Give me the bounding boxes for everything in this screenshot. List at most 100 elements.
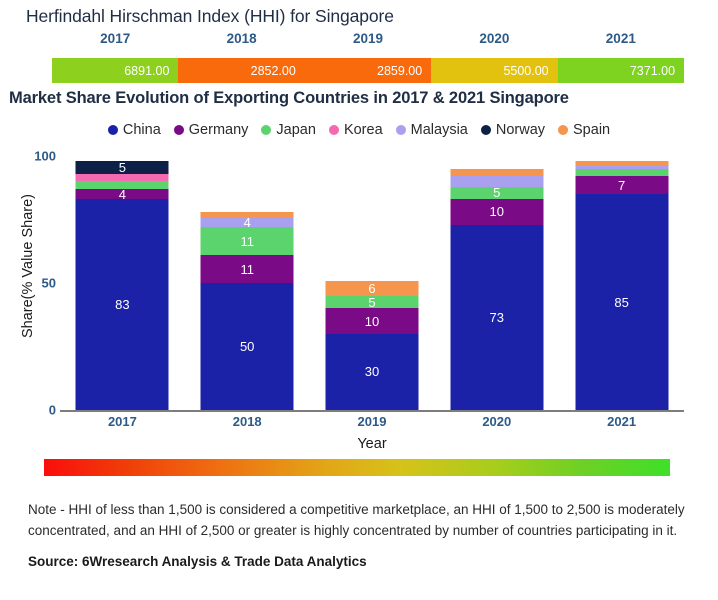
hhi-segment-2021: 7371.00 [557,58,684,83]
bar-segment-norway-2017[interactable]: 5 [75,161,169,174]
legend-item-korea[interactable]: Korea [328,122,383,138]
bar-segment-spain-2021[interactable] [575,161,669,167]
bar-segment-value-label: 11 [240,261,254,277]
legend-item-germany[interactable]: Germany [173,122,249,138]
bar-group-2019: 30 10 5 6 [310,156,435,410]
bar-segment-germany-2021[interactable]: 7 [575,176,669,195]
bar-group-2017: 83 4 5 [60,156,185,410]
bar-segment-spain-2019[interactable]: 6 [325,280,419,296]
bar-segment-china-2020[interactable]: 73 [450,224,544,410]
source-line: Source: 6Wresearch Analysis & Trade Data… [28,554,367,569]
legend-label: Korea [343,122,383,138]
bar-segment-china-2021[interactable]: 85 [575,194,669,410]
chart-plot-area: Share(% Value Share) 0 50 100 83 4 5 50 11 11 4 3… [0,148,718,452]
hhi-year-2020: 2020 [479,31,510,46]
x-axis-tick-labels: 2017 2018 2019 2020 2021 [60,414,684,429]
bar-segment-japan-2018[interactable]: 11 [200,227,294,256]
hhi-gradient-scale [44,459,670,476]
bar-group-2020: 73 10 5 [434,156,559,410]
hhi-value-label: 5500.00 [503,63,549,78]
legend-swatch-icon [107,125,118,135]
hhi-segment-2018: 2852.00 [178,58,305,83]
bar-segment-china-2018[interactable]: 50 [200,283,294,410]
bar-segment-japan-2019[interactable]: 5 [325,295,419,309]
legend-item-china[interactable]: China [107,122,161,138]
chart-subtitle: Market Share Evolution of Exporting Coun… [9,89,569,107]
footnote: Note - HHI of less than 1,500 is conside… [28,502,685,538]
hhi-year-2018: 2018 [226,31,257,46]
bar-segment-malaysia-2021[interactable] [575,166,669,169]
bar-segment-value-label: 5 [118,161,126,174]
legend-label: Norway [495,122,546,138]
legend-item-spain[interactable]: Spain [558,122,610,138]
hhi-value-label: 2852.00 [250,63,296,78]
bar-segment-value-label: 85 [614,294,629,310]
bar-segment-germany-2020[interactable]: 10 [450,199,544,225]
y-tick-100: 100 [34,148,56,164]
legend-label: Spain [573,122,611,138]
bar-segment-germany-2019[interactable]: 10 [325,308,419,334]
bar-segment-germany-2018[interactable]: 11 [200,255,294,283]
legend-swatch-icon [173,125,184,135]
legend-label: Malaysia [410,122,468,138]
legend-swatch-icon [480,125,491,135]
x-label-2020: 2020 [482,414,512,429]
bar-segment-value-label: 5 [368,295,376,309]
x-axis-line [60,410,684,412]
hhi-segment-2020: 5500.00 [431,58,558,83]
hhi-value-label: 6891.00 [124,63,170,78]
bar-group-2021: 85 7 [559,156,684,410]
bar-segment-value-label: 10 [364,313,380,329]
hhi-year-header-row: 2017 2018 2019 2020 2021 [52,31,684,46]
bar-segment-spain-2018[interactable] [200,211,294,217]
bar-segment-value-label: 5 [493,186,501,200]
bar-segment-china-2017[interactable]: 83 [75,199,169,410]
bar-segment-malaysia-2018[interactable]: 4 [200,216,294,228]
stacked-bar-2020[interactable]: 73 10 5 [450,168,544,410]
y-tick-50: 50 [41,275,56,291]
bar-segment-value-label: 4 [118,189,126,200]
legend-label: China [122,122,161,138]
hhi-year-2019: 2019 [352,31,384,46]
legend-label: Germany [188,122,249,138]
chart-legend: China Germany Japan Korea Malaysia Norway Spai… [0,122,718,138]
bar-segment-china-2019[interactable]: 30 [325,333,419,410]
bar-segment-malaysia-2020[interactable] [450,176,544,187]
stacked-bar-2018[interactable]: 50 11 11 4 [200,211,294,410]
bar-group-2018: 50 11 11 4 [185,156,310,410]
stacked-bar-2019[interactable]: 30 10 5 6 [325,280,419,410]
x-label-2021: 2021 [607,414,637,429]
y-tick-0: 0 [48,402,56,418]
x-label-2018: 2018 [232,414,262,429]
bar-segment-value-label: 4 [243,216,251,228]
legend-swatch-icon [558,125,569,135]
hhi-value-bar: 6891.00 2852.00 2859.00 5500.00 7371.00 [52,58,684,83]
page-title: Herfindahl Hirschman Index (HHI) for Sin… [26,6,394,26]
legend-swatch-icon [395,125,406,135]
bar-segment-korea-2017[interactable] [75,173,169,182]
bar-segment-japan-2021[interactable] [575,168,669,177]
hhi-value-label: 2859.00 [377,63,423,78]
hhi-segment-2019: 2859.00 [304,58,432,83]
legend-item-malaysia[interactable]: Malaysia [395,122,468,138]
bar-segment-value-label: 83 [115,297,130,313]
stacked-bar-2017[interactable]: 83 4 5 [75,161,169,410]
bar-segment-japan-2020[interactable]: 5 [450,186,544,200]
stacked-bars: 83 4 5 50 11 11 4 30 10 5 6 73 10 5 85 7 [60,156,684,410]
x-label-2019: 2019 [357,414,387,429]
bar-segment-value-label: 30 [364,364,380,380]
bar-segment-value-label: 7 [617,177,626,193]
hhi-segment-2017: 6891.00 [52,58,179,83]
bar-segment-value-label: 10 [489,204,505,220]
bar-segment-spain-2020[interactable] [450,168,544,177]
bar-segment-value-label: 11 [240,233,254,249]
legend-label: Japan [276,122,316,138]
legend-swatch-icon [261,125,272,135]
stacked-bar-2021[interactable]: 85 7 [575,161,669,410]
bar-segment-value-label: 6 [368,280,376,296]
bar-segment-germany-2017[interactable]: 4 [75,189,169,200]
hhi-year-2017: 2017 [100,31,131,46]
legend-item-japan[interactable]: Japan [261,122,316,138]
bar-segment-japan-2017[interactable] [75,181,169,190]
legend-item-norway[interactable]: Norway [480,122,546,138]
